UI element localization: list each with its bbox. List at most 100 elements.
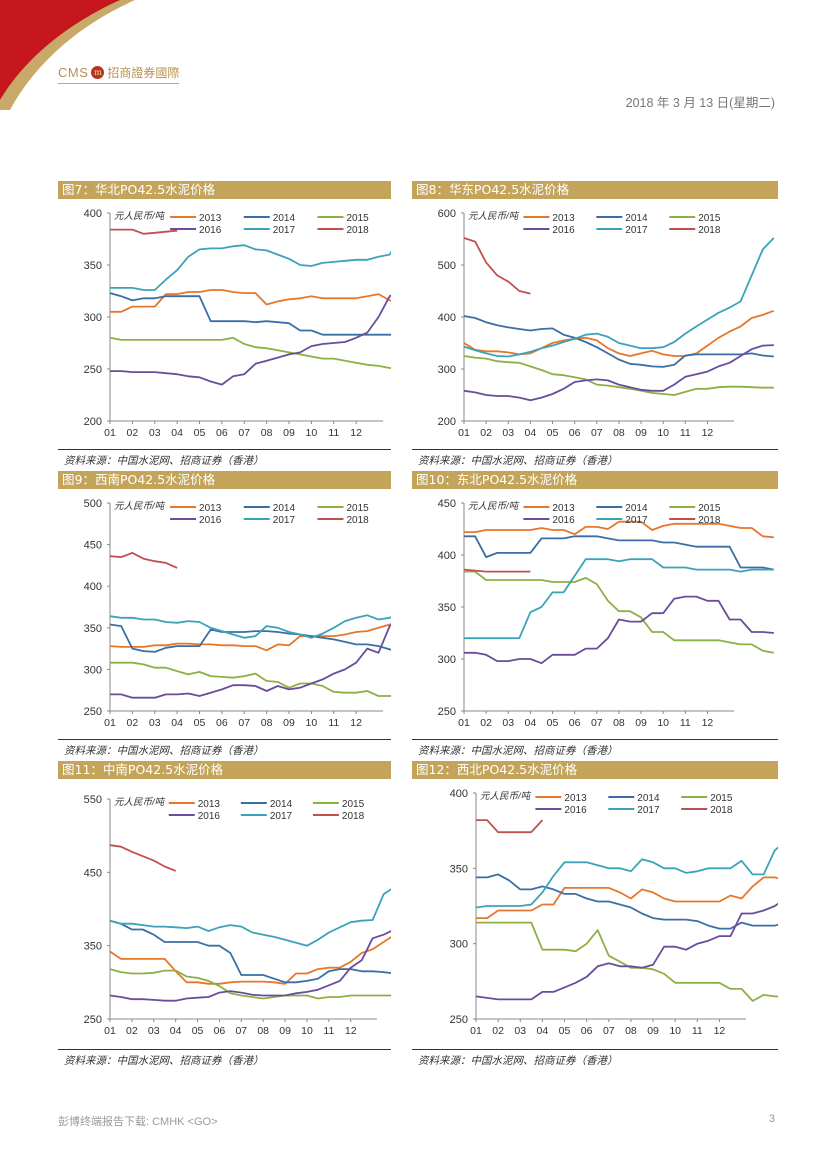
y-unit-label: 元人民币/吨 bbox=[480, 791, 532, 802]
legend-label: 2015 bbox=[346, 213, 369, 224]
series-line-2014 bbox=[464, 535, 774, 571]
x-tick-label: 10 bbox=[306, 717, 318, 729]
y-tick-label: 350 bbox=[438, 602, 456, 614]
x-tick-label: 11 bbox=[328, 717, 339, 729]
y-tick-label: 600 bbox=[438, 208, 456, 220]
y-unit-label: 元人民币/吨 bbox=[114, 797, 166, 808]
logo-badge-icon: m bbox=[91, 66, 105, 79]
chart-title: 图8：华东PO42.5水泥价格 bbox=[412, 181, 778, 199]
y-tick-label: 400 bbox=[84, 208, 102, 220]
chart-title: 图11：中南PO42.5水泥价格 bbox=[58, 761, 391, 779]
x-tick-label: 07 bbox=[603, 1025, 615, 1037]
series-line-2013 bbox=[109, 623, 391, 652]
x-tick-label: 03 bbox=[514, 1025, 526, 1037]
x-tick-label: 10 bbox=[306, 427, 318, 439]
x-tick-label: 09 bbox=[647, 1025, 659, 1037]
x-tick-label: 07 bbox=[235, 1025, 247, 1037]
y-tick-label: 400 bbox=[438, 550, 456, 562]
x-tick-label: 02 bbox=[492, 1025, 504, 1037]
legend-label: 2018 bbox=[698, 225, 721, 236]
x-tick-label: 03 bbox=[149, 427, 161, 439]
series-line-2014 bbox=[476, 873, 778, 930]
chart-dongbei: 250 300 350 400 450 01 02 03 04 05 06 07 08 09 10 11 12 元… bbox=[412, 489, 778, 739]
x-tick-label: 03 bbox=[148, 1025, 160, 1037]
x-tick-label: 02 bbox=[480, 427, 492, 439]
x-tick-label: 01 bbox=[104, 1025, 116, 1037]
legend-label: 2015 bbox=[698, 503, 721, 514]
x-tick-label: 06 bbox=[581, 1025, 593, 1037]
x-tick-label: 09 bbox=[283, 717, 295, 729]
x-tick-label: 11 bbox=[692, 1025, 703, 1037]
legend-label: 2018 bbox=[710, 805, 733, 816]
y-tick-label: 250 bbox=[438, 706, 456, 718]
series-line-2018 bbox=[110, 228, 178, 235]
x-tick-label: 01 bbox=[470, 1025, 482, 1037]
line-chart: 250 300 350 400 450 01 02 03 04 05 06 07 08 09 10 11 12 元… bbox=[438, 498, 774, 729]
y-tick-label: 250 bbox=[84, 364, 102, 376]
line-chart: 250 300 350 400 450 500 01 02 03 04 05 06 07 08 09 10 11… bbox=[84, 498, 391, 729]
legend-label: 2017 bbox=[625, 225, 648, 236]
x-tick-label: 11 bbox=[680, 717, 691, 729]
series-line-2017 bbox=[109, 614, 391, 639]
series-line-2014 bbox=[109, 292, 391, 336]
series-line-2013 bbox=[464, 520, 774, 539]
series-line-2015 bbox=[463, 355, 774, 396]
x-tick-label: 07 bbox=[591, 427, 603, 439]
legend-label: 2014 bbox=[270, 799, 293, 810]
chart-panel-xinan: 图9：西南PO42.5水泥价格 250 300 350 400 450 500 01 02 03… bbox=[58, 471, 391, 758]
legend-label: 2014 bbox=[273, 503, 296, 514]
series-line-2017 bbox=[109, 888, 391, 947]
y-tick-label: 550 bbox=[84, 794, 102, 806]
chart-title: 图9：西南PO42.5水泥价格 bbox=[58, 471, 391, 489]
logo-text: CMS bbox=[58, 65, 89, 80]
legend-label: 2017 bbox=[637, 805, 660, 816]
x-tick-label: 12 bbox=[345, 1025, 357, 1037]
x-tick-label: 04 bbox=[537, 1025, 549, 1037]
y-tick-label: 300 bbox=[84, 664, 102, 676]
x-tick-label: 12 bbox=[714, 1025, 726, 1037]
legend-label: 2017 bbox=[273, 225, 296, 236]
chart-xibei: 250 300 350 400 01 02 03 04 05 06 07 08 09 10 11 12 元人民币… bbox=[412, 779, 778, 1049]
x-tick-label: 01 bbox=[458, 717, 470, 729]
report-date: 2018 年 3 月 13 日(星期二) bbox=[625, 96, 775, 110]
x-tick-label: 09 bbox=[279, 1025, 291, 1037]
x-tick-label: 05 bbox=[192, 1025, 204, 1037]
y-tick-label: 300 bbox=[438, 364, 456, 376]
series-line-2018 bbox=[476, 819, 544, 834]
y-tick-label: 350 bbox=[84, 941, 102, 953]
legend-label: 2017 bbox=[270, 811, 293, 822]
x-tick-label: 12 bbox=[350, 427, 362, 439]
legend-label: 2013 bbox=[199, 213, 222, 224]
y-unit-label: 元人民币/吨 bbox=[468, 211, 520, 222]
series-line-2015 bbox=[109, 968, 391, 1000]
legend-label: 2016 bbox=[552, 225, 575, 236]
x-tick-label: 08 bbox=[613, 427, 625, 439]
x-tick-label: 02 bbox=[127, 717, 139, 729]
chart-title: 图10：东北PO42.5水泥价格 bbox=[412, 471, 778, 489]
series-line-2016 bbox=[109, 930, 391, 1002]
legend-label: 2016 bbox=[198, 811, 221, 822]
chart-panel-zhongnan: 图11：中南PO42.5水泥价格 250 350 450 550 01 02 03 04 05 0… bbox=[58, 761, 391, 1068]
x-tick-label: 08 bbox=[261, 717, 273, 729]
x-tick-label: 04 bbox=[171, 717, 183, 729]
y-tick-label: 450 bbox=[84, 540, 102, 552]
series-line-2016 bbox=[463, 344, 774, 402]
legend-label: 2015 bbox=[342, 799, 365, 810]
chart-source: 资料来源：中国水泥网、招商证券（香港） bbox=[58, 739, 391, 758]
y-unit-label: 元人民币/吨 bbox=[468, 501, 520, 512]
y-tick-label: 250 bbox=[84, 1014, 102, 1026]
chart-source: 资料来源：中国水泥网、招商证券（香港） bbox=[58, 1049, 391, 1068]
chart-xinan: 250 300 350 400 450 500 01 02 03 04 05 06 07 08 09 10 11… bbox=[58, 489, 391, 739]
x-tick-label: 06 bbox=[216, 427, 228, 439]
y-tick-label: 400 bbox=[438, 312, 456, 324]
legend-label: 2015 bbox=[710, 793, 733, 804]
series-line-2017 bbox=[110, 244, 391, 291]
legend-label: 2016 bbox=[199, 515, 222, 526]
x-tick-label: 11 bbox=[680, 427, 691, 439]
x-tick-label: 01 bbox=[458, 427, 470, 439]
chart-source: 资料来源：中国水泥网、招商证券（香港） bbox=[412, 449, 778, 468]
x-tick-label: 04 bbox=[525, 427, 537, 439]
y-unit-label: 元人民币/吨 bbox=[114, 211, 166, 222]
legend-label: 2013 bbox=[198, 799, 221, 810]
chart-panel-huabei: 图7：华北PO42.5水泥价格 200 250 300 350 400 01 02 03 04 0… bbox=[58, 181, 391, 468]
